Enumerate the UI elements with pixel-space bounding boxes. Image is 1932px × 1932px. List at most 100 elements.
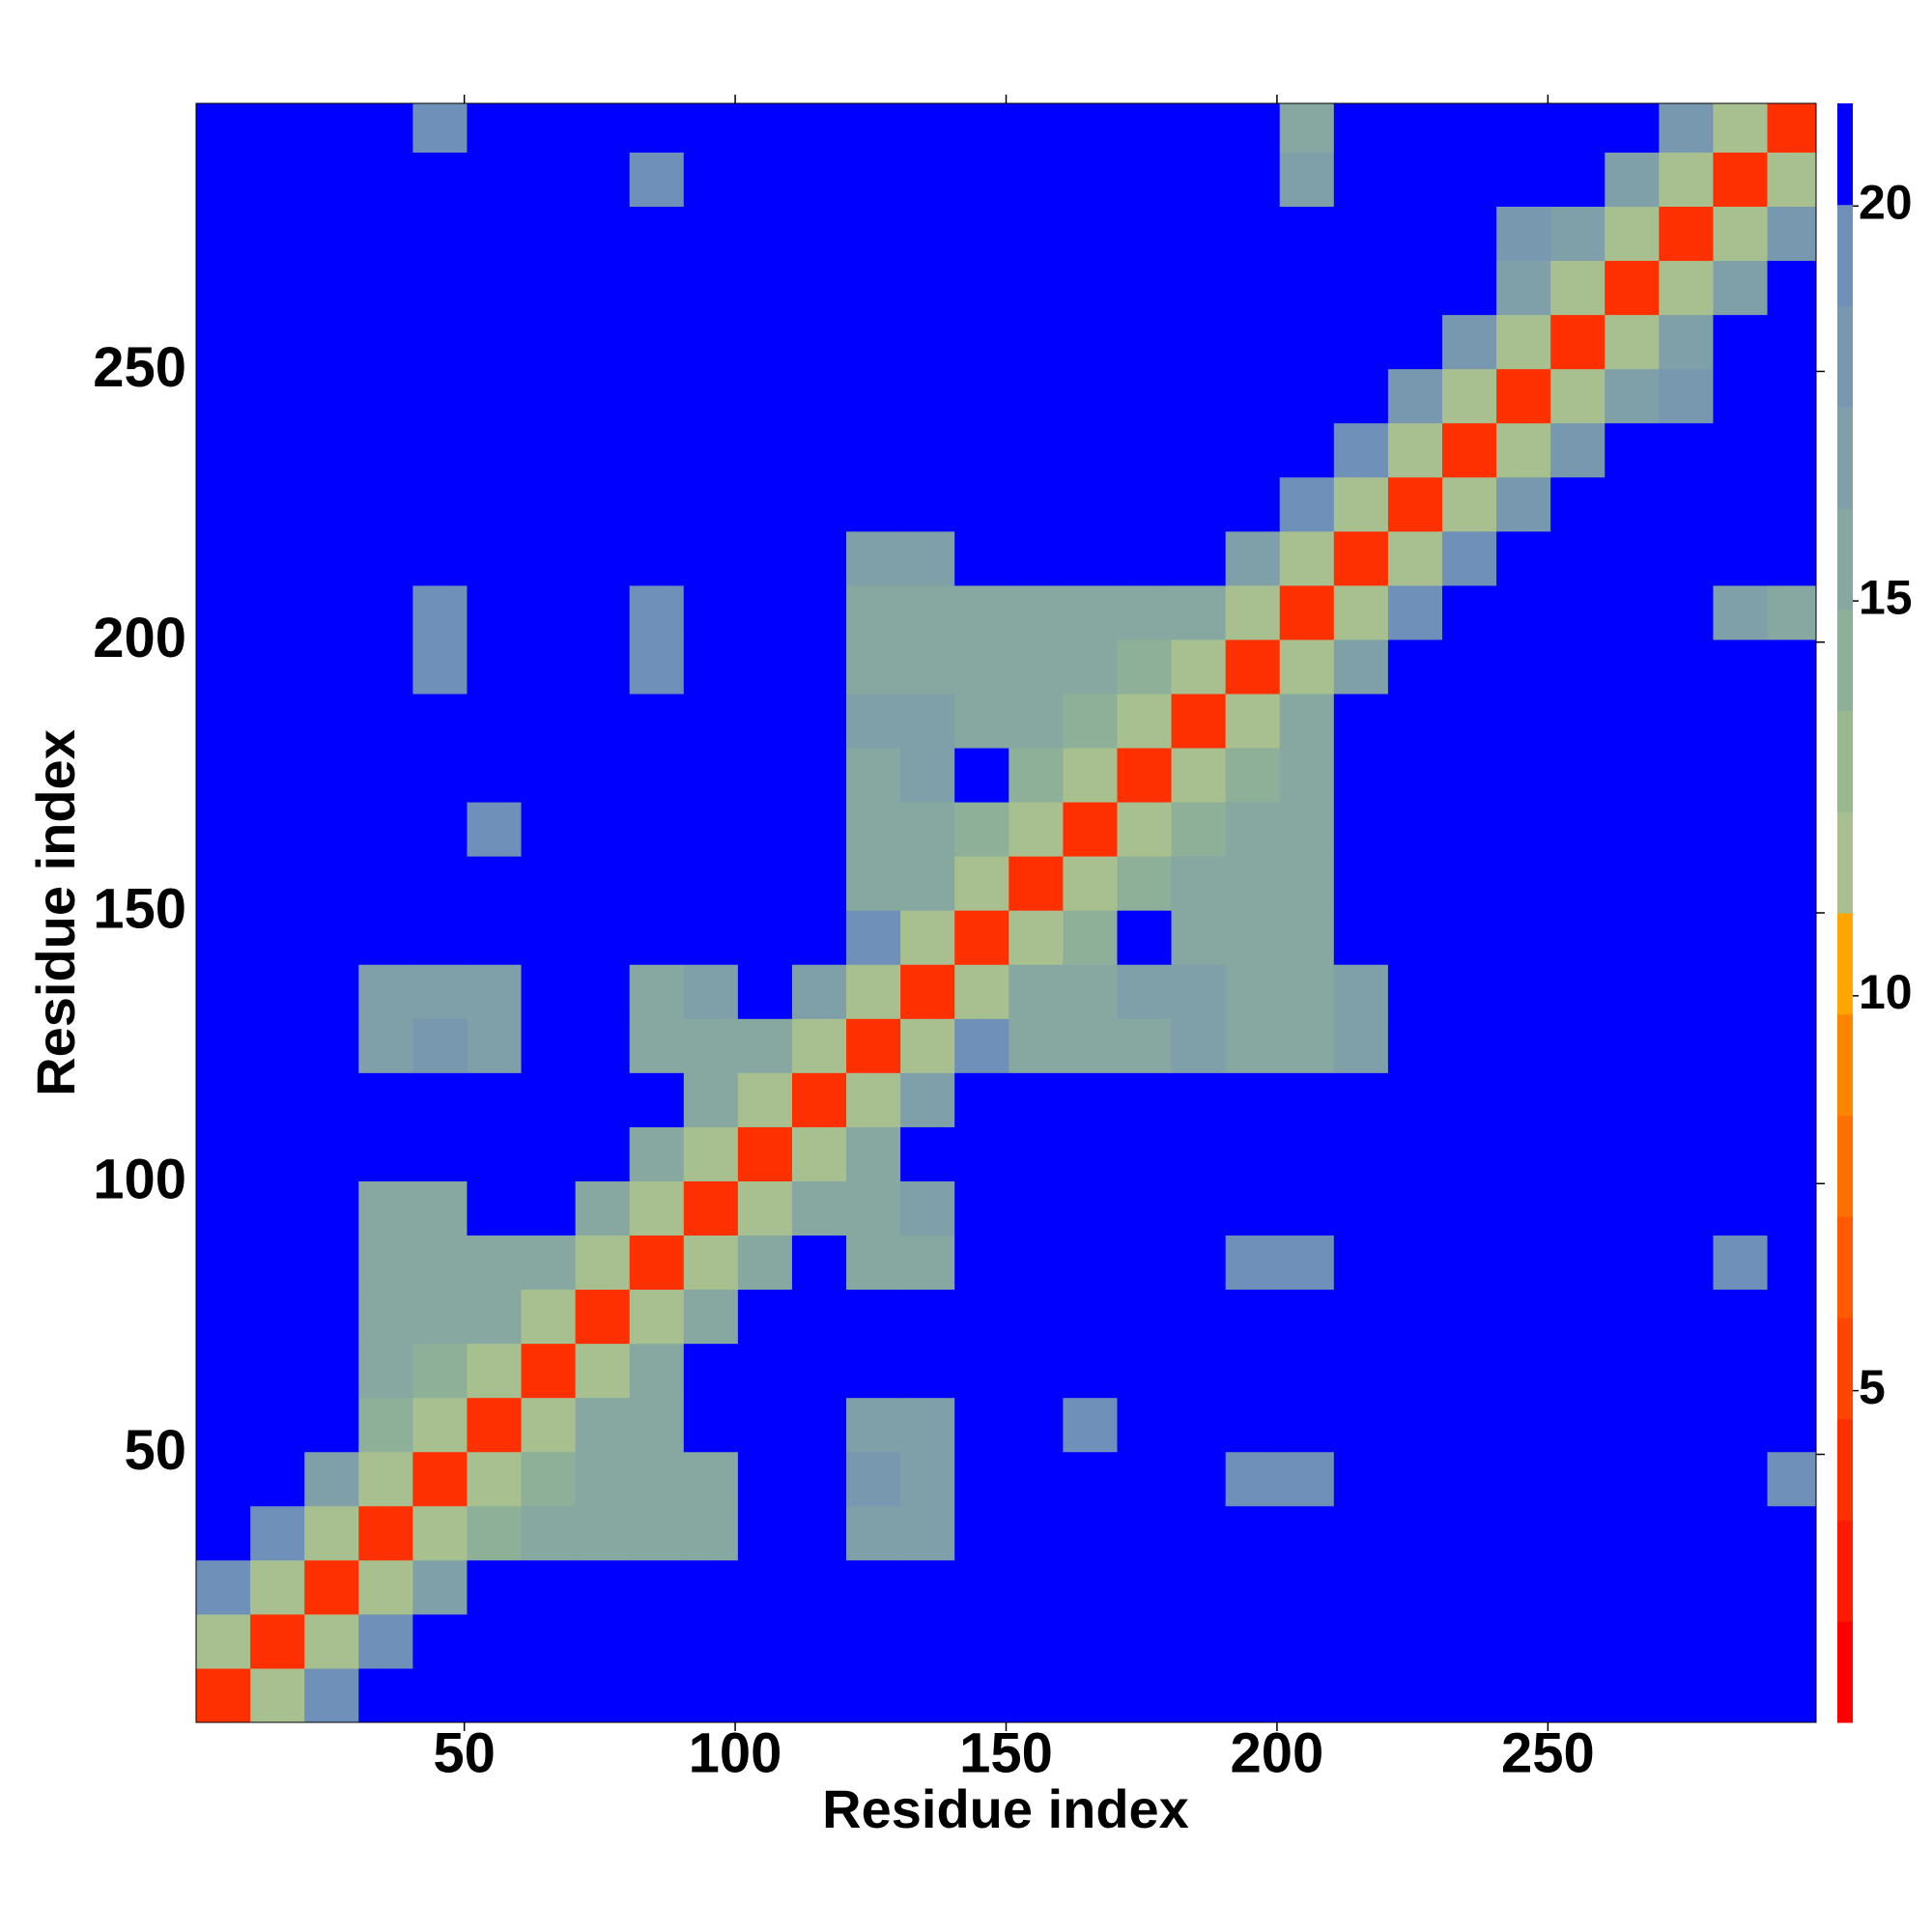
heat-cell [737,584,793,640]
heat-cell [900,693,955,749]
heat-cell [1225,530,1281,586]
heat-cell [1063,1559,1118,1615]
heat-cell [629,748,685,803]
heat-cell [575,103,631,153]
heat-cell [629,856,685,911]
heat-cell [1279,910,1335,965]
heat-cell [1171,964,1227,1019]
heat-cell [575,1018,631,1073]
heat-cell [196,964,251,1019]
heat-cell [629,1505,685,1561]
colorbar-segment [1837,913,1853,1015]
heat-cell [1442,802,1497,857]
heat-cell [1442,314,1497,370]
heat-cell [737,1397,793,1453]
heat-cell [954,260,1009,316]
heat-cell [412,856,468,911]
heat-cell [1387,639,1443,695]
heat-cell [575,1235,631,1291]
heat-cell [1225,1613,1281,1669]
heat-cell [1713,584,1769,640]
heat-cell [1605,1235,1660,1291]
heat-cell [521,584,577,640]
heat-cell [1063,1505,1118,1561]
heat-cell [1767,1559,1817,1615]
heat-cell [1333,368,1389,424]
heat-cell [1333,1397,1389,1453]
heat-cell [250,1505,305,1561]
heat-cell [1550,1451,1605,1507]
heat-cell [1225,1072,1281,1127]
heat-cell [467,1397,523,1453]
heat-cell [1279,260,1335,316]
heat-cell [196,856,251,911]
heat-cell [1117,1397,1173,1453]
heat-cell [846,530,901,586]
heat-cell [250,368,305,424]
heat-cell [1009,103,1064,153]
heat-cell [467,260,523,316]
heat-cell [1117,693,1173,749]
heat-cell [954,103,1009,153]
heat-cell [1659,1126,1714,1181]
heat-cell [1333,1343,1389,1399]
heat-cell [1713,1397,1769,1453]
heat-cell [954,314,1009,370]
heat-cell [1279,1343,1335,1399]
heat-cell [1063,693,1118,749]
heat-cell [900,1343,955,1399]
heat-cell [683,802,739,857]
heat-cell [1605,1613,1660,1669]
heat-cell [1063,314,1118,370]
heat-cell [954,1559,1009,1615]
heat-cell [1009,422,1064,478]
heat-cell [1117,964,1173,1019]
heat-cell [683,639,739,695]
heat-cell [954,1667,1009,1723]
heat-cell [1767,1018,1817,1073]
heat-cell [467,748,523,803]
heat-cell [304,103,359,153]
heat-cell [1713,422,1769,478]
heat-cell [737,260,793,316]
heat-cell [1713,1667,1769,1723]
heat-cell [629,1072,685,1127]
heat-cell [1767,1072,1817,1127]
heat-cell [1279,1559,1335,1615]
heat-cell [1333,1180,1389,1236]
heat-cell [1442,856,1497,911]
heat-cell [683,1667,739,1723]
heat-cell [1387,1613,1443,1669]
heat-cell [791,368,847,424]
heat-cell [1333,1072,1389,1127]
heat-cell [954,1180,1009,1236]
heat-cell [250,1180,305,1236]
heat-cell [1550,639,1605,695]
heat-cell [1496,1235,1551,1291]
heat-cell [1387,1126,1443,1181]
heat-cell [304,964,359,1019]
y-tick-label: 250 [93,336,186,399]
heat-cell [1767,1451,1817,1507]
heat-cell [683,1235,739,1291]
heat-cell [1550,856,1605,911]
heat-cell [304,1559,359,1615]
heat-cell [846,1559,901,1615]
heat-cell [629,964,685,1019]
heat-cell [1767,206,1817,262]
heat-cell [1225,368,1281,424]
heat-cell [412,530,468,586]
heat-cell [1605,1180,1660,1236]
heat-cell [1117,476,1173,532]
heat-cell [1333,314,1389,370]
heat-cell [1713,314,1769,370]
heat-cell [846,260,901,316]
heat-cell [196,1343,251,1399]
heat-cell [1279,584,1335,640]
heat-cell [1387,1505,1443,1561]
heat-cell [1442,910,1497,965]
heat-cell [575,584,631,640]
heat-cell [1713,368,1769,424]
heat-cell [1496,206,1551,262]
heat-cell [250,314,305,370]
